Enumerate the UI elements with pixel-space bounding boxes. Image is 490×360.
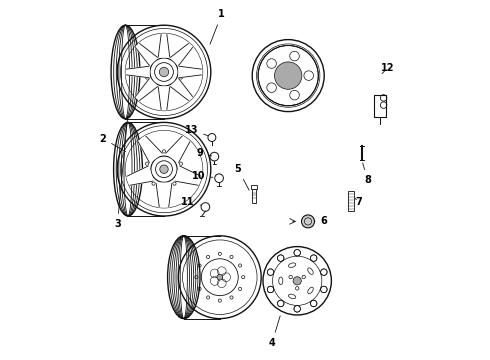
- Bar: [348, 191, 354, 211]
- Circle shape: [210, 152, 219, 161]
- Circle shape: [267, 269, 274, 275]
- Text: 2: 2: [99, 134, 125, 152]
- Circle shape: [320, 286, 327, 293]
- Circle shape: [293, 277, 301, 285]
- Ellipse shape: [259, 59, 317, 85]
- Polygon shape: [136, 44, 157, 66]
- Bar: [252, 189, 256, 203]
- Bar: [374, 95, 386, 117]
- Circle shape: [267, 286, 274, 293]
- Polygon shape: [158, 35, 170, 57]
- Polygon shape: [156, 183, 172, 207]
- Circle shape: [208, 134, 216, 141]
- Circle shape: [311, 300, 317, 307]
- Circle shape: [301, 215, 315, 228]
- Polygon shape: [136, 78, 157, 100]
- Circle shape: [274, 62, 302, 89]
- Circle shape: [159, 67, 169, 77]
- Circle shape: [311, 255, 317, 261]
- Polygon shape: [171, 44, 193, 66]
- Bar: [251, 185, 257, 189]
- Circle shape: [294, 306, 300, 312]
- Text: 3: 3: [114, 116, 128, 229]
- Polygon shape: [158, 87, 170, 109]
- Text: 9: 9: [197, 148, 212, 158]
- Text: 7: 7: [355, 197, 362, 207]
- Text: 8: 8: [363, 163, 371, 185]
- Text: 1: 1: [210, 9, 225, 44]
- Polygon shape: [171, 78, 193, 100]
- Circle shape: [217, 274, 222, 280]
- Polygon shape: [166, 136, 190, 162]
- Circle shape: [277, 255, 284, 261]
- Polygon shape: [138, 136, 162, 162]
- Circle shape: [294, 249, 300, 256]
- Circle shape: [160, 165, 168, 174]
- Polygon shape: [127, 166, 153, 185]
- Polygon shape: [175, 166, 201, 185]
- Text: 12: 12: [380, 63, 394, 74]
- Text: 11: 11: [181, 197, 201, 207]
- Text: 10: 10: [192, 171, 213, 181]
- Text: 6: 6: [315, 216, 327, 226]
- Text: 4: 4: [269, 316, 280, 348]
- Polygon shape: [126, 66, 149, 78]
- Text: 5: 5: [235, 164, 249, 190]
- Circle shape: [258, 45, 318, 106]
- Polygon shape: [179, 66, 201, 78]
- Circle shape: [277, 300, 284, 307]
- Circle shape: [320, 269, 327, 275]
- Circle shape: [215, 174, 223, 183]
- Circle shape: [201, 203, 210, 211]
- Text: 13: 13: [185, 125, 208, 136]
